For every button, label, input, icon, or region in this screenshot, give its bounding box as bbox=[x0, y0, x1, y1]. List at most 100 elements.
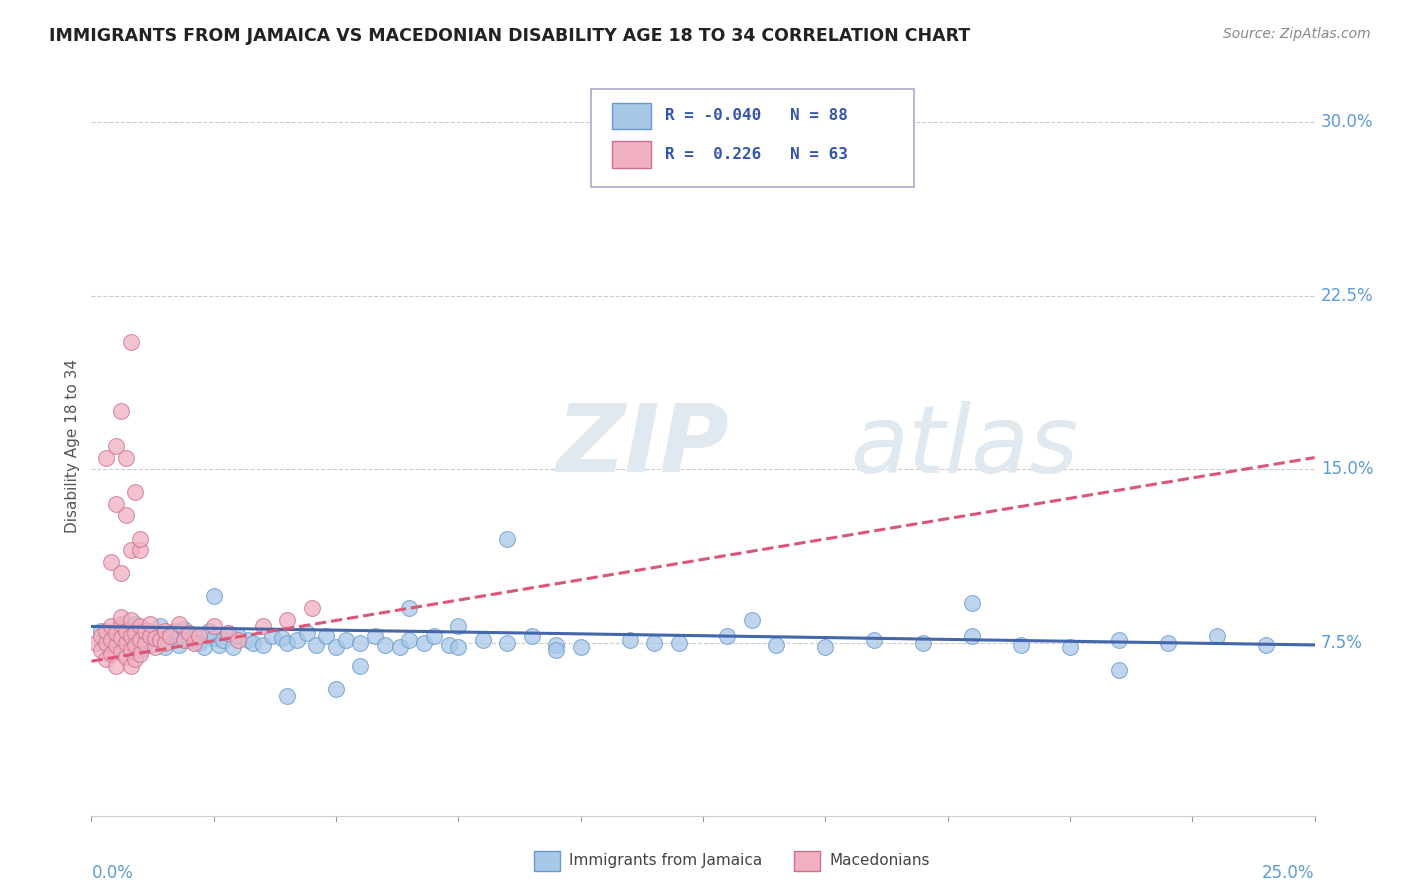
Point bbox=[222, 640, 245, 655]
Point bbox=[1010, 638, 1032, 652]
Point bbox=[114, 640, 136, 655]
Point bbox=[1108, 633, 1130, 648]
Point bbox=[104, 638, 127, 652]
Point bbox=[349, 658, 371, 673]
Point bbox=[134, 635, 156, 649]
Point bbox=[100, 629, 122, 643]
Text: 15.0%: 15.0% bbox=[1320, 460, 1374, 478]
Point bbox=[301, 601, 323, 615]
Point bbox=[226, 633, 249, 648]
Point bbox=[437, 638, 460, 652]
Point bbox=[471, 633, 494, 648]
Point bbox=[129, 543, 152, 558]
Point bbox=[1059, 640, 1081, 655]
Point bbox=[315, 629, 337, 643]
Point bbox=[143, 631, 166, 645]
Point bbox=[129, 633, 152, 648]
Point bbox=[183, 635, 205, 649]
Point bbox=[643, 635, 665, 649]
Point bbox=[100, 633, 122, 648]
Point bbox=[242, 635, 264, 649]
Point bbox=[212, 633, 235, 648]
Point bbox=[134, 635, 156, 649]
Point bbox=[188, 635, 211, 649]
Point bbox=[496, 532, 519, 546]
Point bbox=[90, 642, 112, 657]
Point bbox=[202, 590, 225, 604]
Point bbox=[765, 638, 787, 652]
Text: 0.0%: 0.0% bbox=[91, 864, 134, 882]
Point bbox=[139, 629, 162, 643]
Point bbox=[217, 626, 239, 640]
Point bbox=[104, 626, 127, 640]
Point bbox=[110, 610, 132, 624]
Point bbox=[90, 629, 112, 643]
Point bbox=[94, 624, 117, 639]
Point bbox=[305, 638, 328, 652]
Point bbox=[179, 633, 201, 648]
Point bbox=[114, 649, 136, 664]
Y-axis label: Disability Age 18 to 34: Disability Age 18 to 34 bbox=[65, 359, 80, 533]
Point bbox=[94, 635, 117, 649]
Point bbox=[741, 613, 763, 627]
Point bbox=[364, 629, 387, 643]
Point bbox=[374, 638, 396, 652]
Point bbox=[129, 532, 152, 546]
Point bbox=[520, 629, 543, 643]
Point bbox=[207, 638, 229, 652]
Point bbox=[814, 640, 837, 655]
Point bbox=[149, 633, 172, 648]
Point bbox=[114, 626, 136, 640]
Point bbox=[1205, 629, 1227, 643]
Point bbox=[120, 642, 142, 657]
Point bbox=[114, 450, 136, 465]
Point bbox=[129, 647, 152, 661]
Point bbox=[188, 629, 211, 643]
Point bbox=[912, 635, 935, 649]
Point bbox=[193, 640, 215, 655]
Point bbox=[569, 640, 592, 655]
Point bbox=[94, 652, 117, 666]
Point bbox=[960, 629, 983, 643]
Point bbox=[447, 619, 470, 633]
Point bbox=[169, 631, 191, 645]
Point bbox=[124, 617, 146, 632]
Point bbox=[546, 642, 568, 657]
Point bbox=[863, 633, 886, 648]
Point bbox=[226, 629, 249, 643]
Point bbox=[104, 658, 127, 673]
Point bbox=[120, 658, 142, 673]
Point bbox=[153, 640, 176, 655]
Point bbox=[110, 645, 132, 659]
Point bbox=[960, 596, 983, 610]
Text: 7.5%: 7.5% bbox=[1320, 633, 1362, 652]
Point bbox=[202, 631, 225, 645]
Point bbox=[94, 635, 117, 649]
Point bbox=[262, 629, 284, 643]
Point bbox=[120, 543, 142, 558]
Point bbox=[120, 629, 142, 643]
Point bbox=[173, 622, 195, 636]
Point bbox=[124, 633, 146, 648]
Point bbox=[252, 638, 274, 652]
Point bbox=[1108, 664, 1130, 678]
Point bbox=[159, 629, 181, 643]
Point bbox=[1157, 635, 1180, 649]
Point bbox=[90, 624, 112, 639]
Point bbox=[114, 624, 136, 639]
Point bbox=[335, 633, 357, 648]
Point bbox=[124, 626, 146, 640]
Point bbox=[100, 647, 122, 661]
Point bbox=[325, 640, 347, 655]
Text: Source: ZipAtlas.com: Source: ZipAtlas.com bbox=[1223, 27, 1371, 41]
Point bbox=[114, 508, 136, 523]
Point bbox=[114, 635, 136, 649]
Point bbox=[129, 626, 152, 640]
Text: R =  0.226   N = 63: R = 0.226 N = 63 bbox=[665, 147, 848, 161]
Point bbox=[413, 635, 436, 649]
Point bbox=[143, 640, 166, 655]
Point bbox=[325, 681, 347, 696]
Point bbox=[104, 497, 127, 511]
Point bbox=[129, 642, 152, 657]
Point bbox=[546, 638, 568, 652]
